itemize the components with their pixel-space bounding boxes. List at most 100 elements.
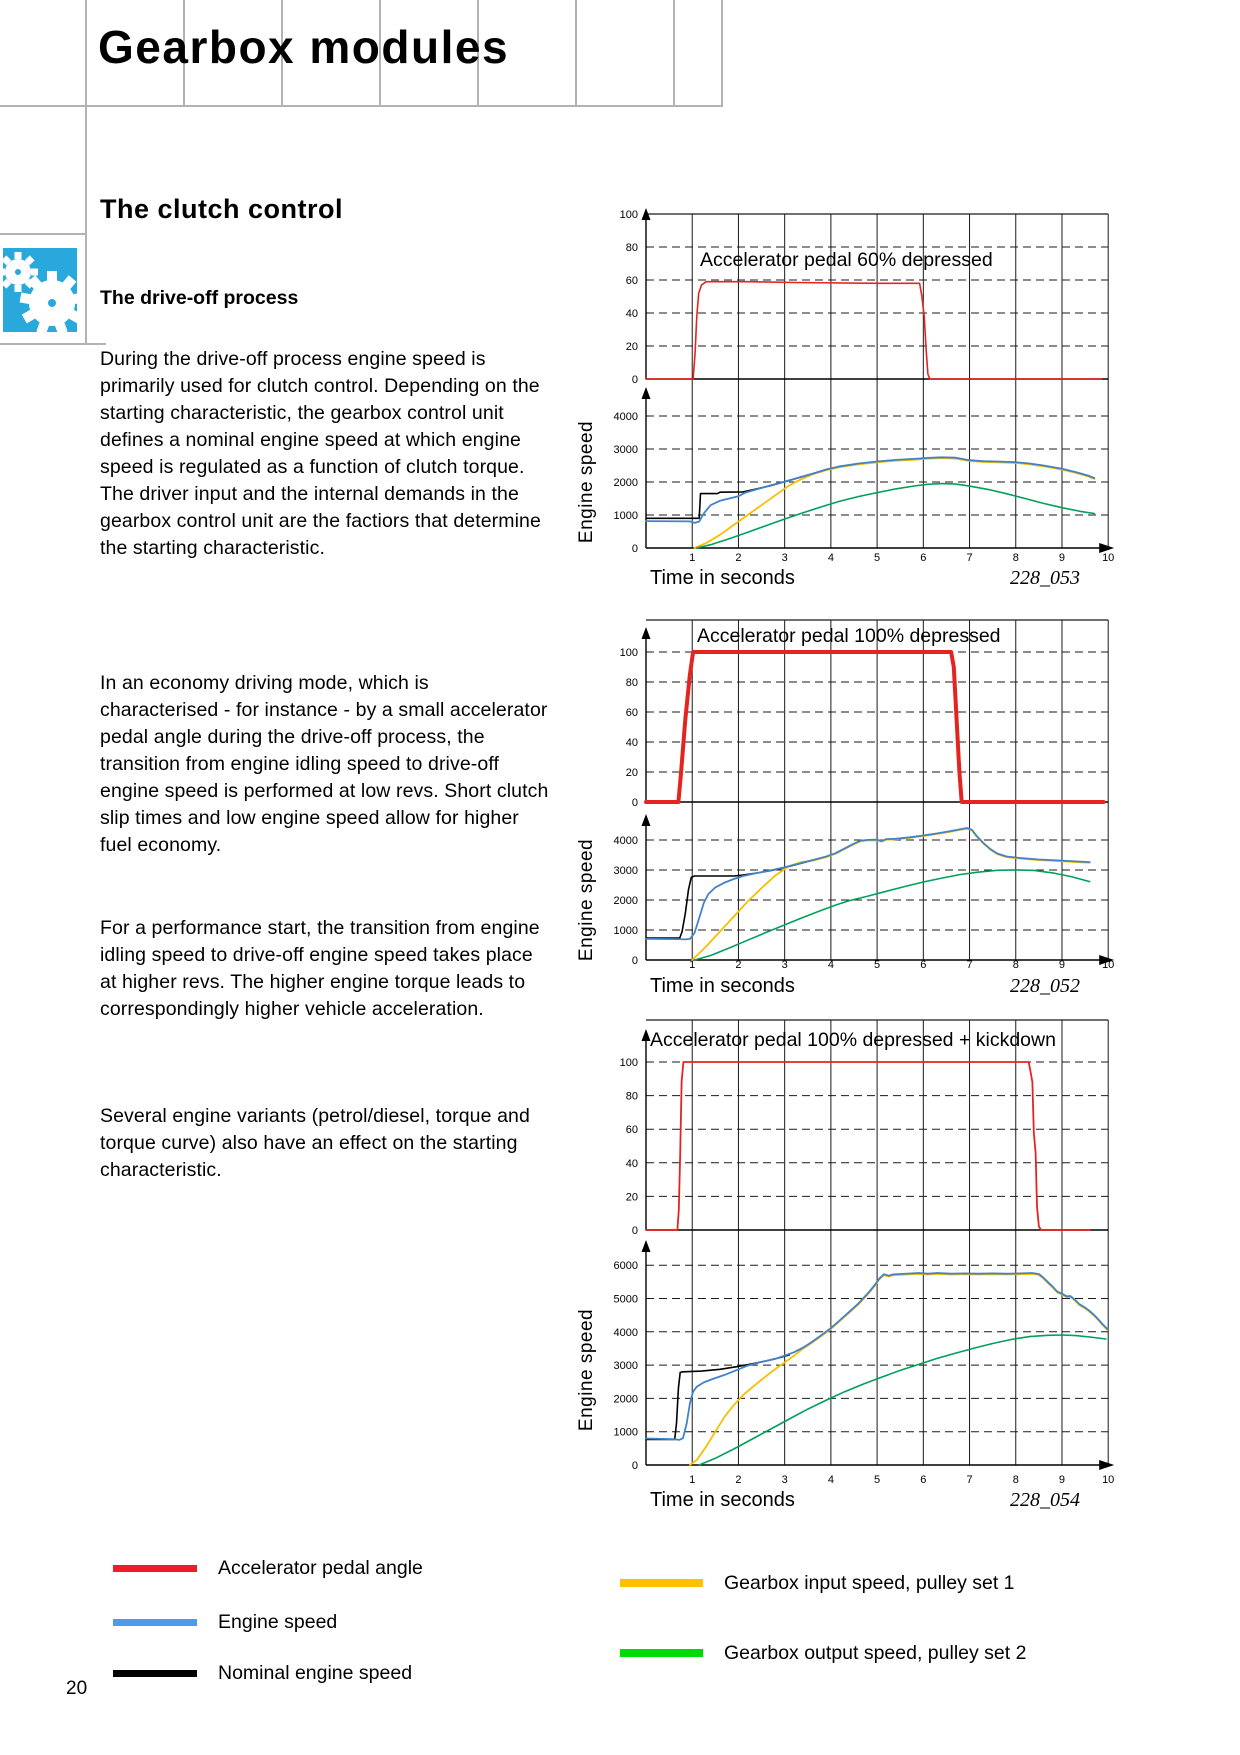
chart-title: Accelerator pedal 100% depressed	[697, 625, 1001, 647]
pedal-tick-label: 100	[620, 647, 638, 659]
engine-tick-label: 3000	[614, 1360, 638, 1372]
header-grid-line	[477, 0, 479, 105]
y-axis-arrow-icon	[641, 1240, 651, 1252]
header-grid-line	[721, 0, 723, 105]
pedal-tick-label: 60	[626, 1124, 638, 1136]
x-axis-label: Time in seconds	[650, 1489, 795, 1511]
x-axis-arrow-icon	[1099, 543, 1115, 553]
sidebar-rule	[0, 343, 106, 345]
x-tick-label: 1	[689, 959, 695, 971]
series-engine-speed	[645, 1272, 1109, 1441]
y-axis-arrow-icon	[641, 387, 651, 399]
chart-canvas: 100 80 60 40 20 0 6000 5000 4000 3000 2000 1000 0 1 2 3…	[576, 1019, 1115, 1511]
series-gearbox-output-speed	[698, 1334, 1107, 1466]
x-tick-label: 1	[689, 552, 695, 564]
x-tick-label: 6	[920, 552, 926, 564]
header-grid-line	[575, 0, 577, 105]
engine-tick-label: 6000	[614, 1260, 638, 1272]
pedal-tick-label: 0	[632, 374, 638, 386]
x-tick-label: 4	[828, 1474, 834, 1486]
chart-title: Accelerator pedal 100% depressed + kickd…	[650, 1029, 1056, 1051]
series-gearbox-output-speed	[693, 869, 1091, 961]
series-accelerator-pedal-angle	[645, 1061, 1091, 1231]
pedal-tick-label: 80	[626, 242, 638, 254]
x-tick-label: 6	[920, 959, 926, 971]
x-tick-label: 2	[735, 959, 741, 971]
x-tick-label: 6	[920, 1474, 926, 1486]
legend-item-engine-speed: Engine speed	[113, 1611, 337, 1633]
engine-tick-label: 1000	[614, 510, 638, 522]
y-axis-label: Engine speed	[576, 839, 597, 961]
pedal-tick-label: 40	[626, 737, 638, 749]
series-gearbox-input-speed	[691, 827, 1091, 961]
x-tick-label: 10	[1102, 552, 1114, 564]
gearbox-gears-icon	[0, 248, 85, 335]
engine-tick-label: 2000	[614, 477, 638, 489]
x-axis-label: Time in seconds	[650, 567, 795, 589]
engine-tick-label: 3000	[614, 865, 638, 877]
legend-item-nominal-engine-speed: Nominal engine speed	[113, 1662, 412, 1684]
header-grid-line	[183, 0, 185, 105]
body-paragraph: For a performance start, the transition …	[100, 917, 540, 1020]
pedal-tick-label: 0	[632, 797, 638, 809]
x-axis-arrow-icon	[1099, 1460, 1115, 1470]
chart-canvas: 100 80 60 40 20 0 4000 3000 2000 1000 0 1 2 3 4 5 6 7 8 9 10…	[576, 208, 1115, 589]
x-tick-label: 7	[966, 959, 972, 971]
chart-canvas: 100 80 60 40 20 0 4000 3000 2000 1000 0 1 2 3 4 5 6 7 8 9 10…	[576, 619, 1115, 997]
x-tick-label: 9	[1059, 552, 1065, 564]
x-tick-label: 3	[782, 1474, 788, 1486]
x-tick-label: 5	[874, 1474, 880, 1486]
x-tick-label: 5	[874, 959, 880, 971]
x-axis-label: Time in seconds	[650, 975, 795, 997]
pedal-tick-label: 60	[626, 275, 638, 287]
y-axis-arrow-icon	[641, 814, 651, 826]
series-accelerator-pedal-angle	[645, 280, 1103, 380]
engine-tick-label: 4000	[614, 411, 638, 423]
engine-tick-label: 2000	[614, 1393, 638, 1405]
pedal-tick-label: 80	[626, 677, 638, 689]
legend-label: Nominal engine speed	[218, 1661, 413, 1684]
series-engine-speed	[645, 456, 1096, 524]
engine-tick-label: 5000	[614, 1294, 638, 1306]
y-axis-arrow-icon	[641, 1029, 651, 1041]
x-axis-arrow-icon	[1099, 955, 1115, 965]
x-tick-label: 2	[735, 1474, 741, 1486]
pedal-tick-label: 60	[626, 707, 638, 719]
body-paragraph: In an economy driving mode, which is cha…	[100, 672, 549, 856]
legend-swatch-green	[620, 1649, 703, 1657]
figure-id: 228_053	[1010, 567, 1080, 589]
pedal-tick-label: 20	[626, 767, 638, 779]
body-paragraph: During the drive-off process engine spee…	[100, 348, 541, 559]
series-nominal-engine-speed	[645, 859, 814, 939]
x-tick-label: 9	[1059, 959, 1065, 971]
y-axis-label: Engine speed	[576, 1309, 597, 1431]
sidebar-rule	[0, 233, 85, 235]
legend-swatch-yellow	[620, 1579, 703, 1587]
x-tick-label: 1	[689, 1474, 695, 1486]
x-tick-label: 3	[782, 959, 788, 971]
engine-tick-label: 2000	[614, 895, 638, 907]
series-gearbox-input-speed	[689, 1272, 1109, 1466]
legend-label: Accelerator pedal angle	[218, 1556, 423, 1579]
header-grid-line	[281, 0, 283, 105]
series-gearbox-output-speed	[696, 482, 1096, 549]
x-tick-label: 7	[966, 1474, 972, 1486]
sidebar-rule-vertical	[85, 0, 87, 345]
figure-accelerator-100: 100 80 60 40 20 0 4000 3000 2000 1000 0 1 2 3 4 5 6 7 8 9 10…	[570, 618, 1132, 1020]
series-gearbox-input-speed	[693, 457, 1096, 549]
engine-tick-label: 1000	[614, 925, 638, 937]
pedal-tick-label: 100	[620, 1057, 638, 1069]
y-axis-arrow-icon	[641, 627, 651, 639]
x-tick-label: 9	[1059, 1474, 1065, 1486]
pedal-tick-label: 20	[626, 341, 638, 353]
x-tick-label: 4	[828, 959, 834, 971]
y-axis-label: Engine speed	[576, 421, 597, 543]
legend-swatch-red	[113, 1564, 197, 1572]
x-tick-label: 8	[1013, 552, 1019, 564]
engine-tick-label: 0	[632, 543, 638, 555]
figure-accelerator-60: 100 80 60 40 20 0 4000 3000 2000 1000 0 1 2 3 4 5 6 7 8 9 10…	[570, 205, 1132, 603]
x-tick-label: 8	[1013, 1474, 1019, 1486]
x-tick-label: 10	[1102, 1474, 1114, 1486]
legend-swatch-black	[113, 1669, 197, 1677]
legend-item-gearbox-output-speed: Gearbox output speed, pulley set 2	[620, 1642, 1026, 1664]
